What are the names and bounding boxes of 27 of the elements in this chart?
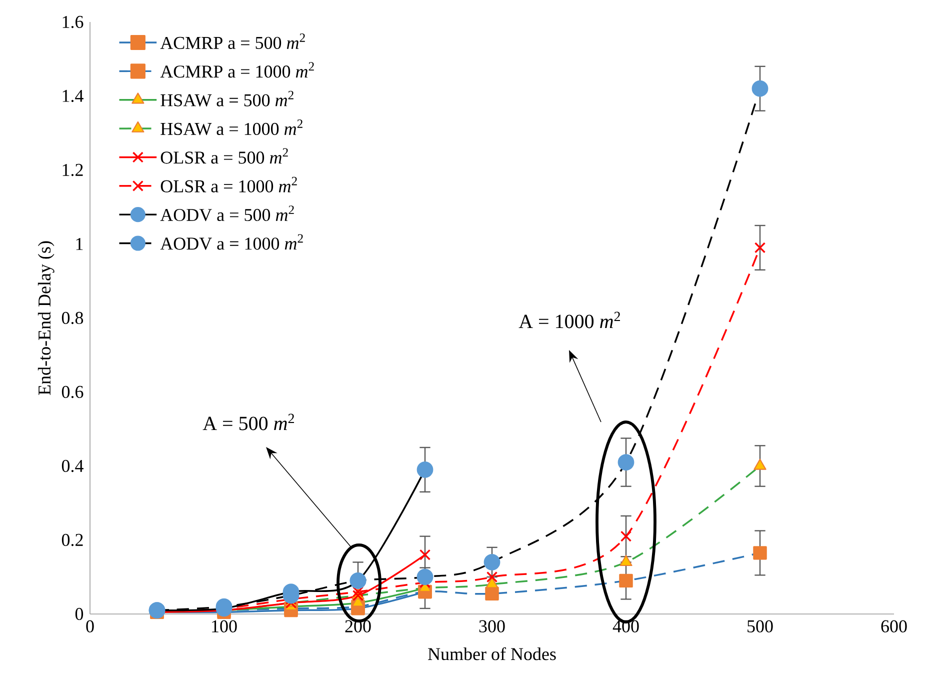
y-tick-label: 0.2 (62, 534, 83, 546)
x-tick-label: 0 (86, 620, 94, 632)
legend-label: HSAW a = 500 m$^{2}$ (160, 90, 294, 106)
legend-label: AODV a = 1000 m$^{2}$ (160, 234, 303, 250)
y-tick-label: 1.2 (62, 164, 83, 176)
x-axis-title: Number of Nodes (428, 647, 556, 660)
legend-label: HSAW a = 1000 m$^{2}$ (160, 120, 302, 136)
legend-label: OLSR a = 500 m$^{2}$ (160, 148, 288, 164)
legend-label: OLSR a = 1000 m$^{2}$ (160, 176, 297, 192)
y-tick-label: 0.4 (62, 460, 84, 472)
x-tick-label: 200 (345, 620, 371, 632)
x-tick-label: 100 (212, 620, 237, 632)
x-tick-label: 600 (881, 620, 907, 632)
x-tick-label: 300 (479, 620, 505, 632)
annotation: A = 1000 m$^{2}$ (518, 312, 620, 328)
legend-label: AODV a = 500 m$^{2}$ (160, 206, 294, 222)
legend-label: ACMRP a = 500 m$^{2}$ (160, 34, 305, 49)
y-tick-label: 1.6 (62, 16, 84, 28)
y-tick-label: 1.4 (62, 90, 84, 102)
legend-label: ACMRP a = 1000 m$^{2}$ (160, 62, 314, 78)
y-tick-label: 0.8 (62, 312, 84, 324)
y-tick-label: 0.6 (62, 386, 84, 398)
y-tick-label: 0 (75, 608, 84, 620)
annotation: A = 500 m$^{2}$ (202, 414, 294, 430)
x-tick-label: 500 (748, 620, 773, 632)
y-axis-title: End-to-End Delay (s) (38, 241, 54, 395)
y-tick-label: 1 (76, 238, 83, 250)
